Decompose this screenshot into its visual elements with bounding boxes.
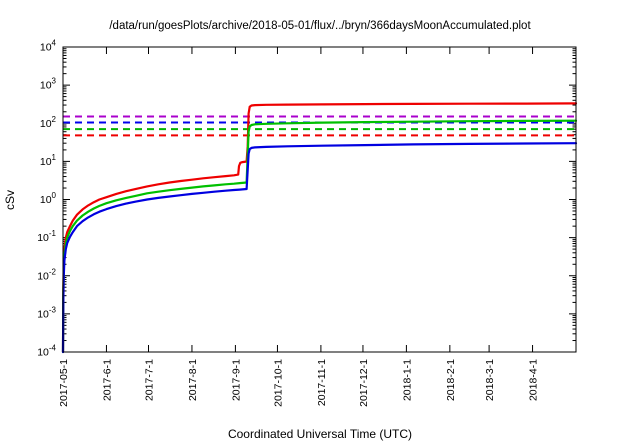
x-axis-label: Coordinated Universal Time (UTC) [228,427,412,441]
y-tick-label: 104 [40,39,57,54]
tick-labels: 104 103 102 101 100 10-1 10-2 10-3 10-42017-05-1… [37,39,539,407]
x-tick-label: 2018-3-1 [484,359,496,401]
y-axis-label: cSv [3,190,17,210]
x-tick-label: 2017-10-1 [272,359,284,407]
x-tick-label: 2017-11-1 [316,359,328,406]
series-red-accumulated-dose [61,102,578,354]
x-tick-label: 2017-05-1 [58,359,70,407]
series-blue-accumulated-dose [61,142,578,354]
plot-border [62,46,577,353]
x-tick-label: 2018-2-1 [445,359,457,401]
y-tick-label: 100 [40,191,57,206]
series-lines [61,102,578,354]
y-tick-label: 10-3 [37,305,56,320]
chart-render-layer: 104 103 102 101 100 10-1 10-2 10-3 10-42017-05-1… [37,39,578,407]
x-tick-label: 2018-4-1 [528,359,540,401]
y-tick-label: 10-2 [37,267,56,282]
y-tick-label: 10-4 [37,344,56,359]
x-tick-label: 2017-12-1 [358,359,370,407]
x-tick-label: 2017-7-1 [144,359,156,401]
x-tick-label: 2017-9-1 [230,359,242,401]
y-tick-label: 101 [40,153,57,168]
series-green-accumulated-dose [61,119,578,354]
chart-title: /data/run/goesPlots/archive/2018-05-01/f… [109,20,531,32]
y-tick-label: 10-1 [37,229,56,244]
x-tick-label: 2017-6-1 [101,359,113,401]
limit-lines [63,115,576,137]
x-tick-label: 2017-8-1 [187,359,199,401]
x-tick-label: 2018-1-1 [401,359,413,401]
y-tick-label: 103 [40,77,57,92]
axis-ticks [62,46,576,353]
y-tick-label: 102 [40,115,57,130]
